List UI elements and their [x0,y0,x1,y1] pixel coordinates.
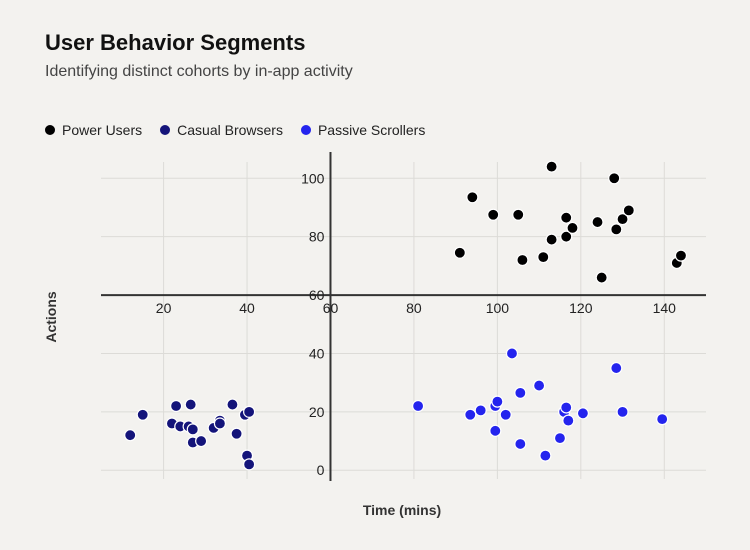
x-tick-label: 120 [569,300,593,316]
data-point [610,223,623,236]
x-axis-title: Time (mins) [363,502,441,518]
data-point [616,213,629,226]
data-point [514,437,527,451]
data-point [616,405,629,418]
x-tick-label: 60 [323,300,339,316]
data-point [186,423,199,436]
data-point [545,160,558,173]
legend-label: Passive Scrollers [317,122,426,138]
data-point [553,432,567,445]
data-point [562,414,575,427]
data-point [170,399,183,413]
x-tick-label: 20 [156,300,172,316]
chart-title: User Behavior Segments [45,30,306,55]
data-point [560,230,573,243]
data-point [505,347,519,360]
data-point [560,401,573,414]
data-point [622,204,635,217]
x-tick-label: 140 [653,300,677,316]
y-tick-label: 20 [309,404,325,420]
legend-marker [300,125,311,135]
data-point [124,429,137,442]
data-point [466,191,479,204]
data-point [512,208,525,221]
x-tick-label: 100 [486,300,510,316]
data-point [545,233,558,246]
legend-marker [160,125,171,135]
data-point [489,424,502,437]
data-point [516,253,529,267]
y-tick-label: 0 [317,462,325,478]
legend-item-power-users: Power Users [45,122,142,138]
data-point [464,408,477,421]
data-point [487,208,500,221]
data-point [184,398,197,411]
data-point [491,395,504,408]
gridlines [101,162,706,479]
data-point [656,413,669,426]
legend-item-passive-scrollers: Passive Scrollers [300,122,426,138]
data-point [474,404,487,417]
legend-item-casual-browsers: Casual Browsers [160,122,283,138]
data-point [213,417,227,430]
data-point [566,221,579,235]
data-point [539,449,552,462]
legend: Power Users Casual Browsers Passive Scro… [45,122,425,138]
x-tick-label: 40 [239,300,255,316]
data-point [560,211,573,224]
data-point [226,398,239,411]
data-point [576,407,590,420]
legend-label: Power Users [62,122,143,138]
y-axis-title: Actions [43,291,59,343]
legend-label: Casual Browsers [177,122,283,138]
data-point [610,361,623,375]
data-point [412,399,425,413]
y-tick-label: 60 [309,287,325,303]
data-point [591,215,604,229]
data-point [533,379,546,392]
tick-labels: 20 40 60 80 100 120 140 60 80 100 0 20 40 [156,170,676,478]
data-point [608,172,621,185]
chart-subtitle: Identifying distinct cohorts by in-app a… [45,63,353,80]
data-point [453,246,466,259]
data-point [136,408,149,421]
y-tick-label: 80 [309,229,325,245]
data-point [514,386,527,399]
data-point [243,458,256,471]
y-tick-label: 40 [309,345,325,361]
data-point [499,408,512,421]
axes [101,152,706,481]
data-point [230,427,243,440]
data-point [243,405,256,418]
data-point [537,251,550,264]
x-tick-label: 80 [406,300,422,316]
data-point [195,434,208,448]
y-tick-label: 100 [301,170,325,186]
data-point [595,271,608,284]
data-points [124,160,688,471]
data-point [674,249,688,262]
legend-marker [45,125,55,135]
